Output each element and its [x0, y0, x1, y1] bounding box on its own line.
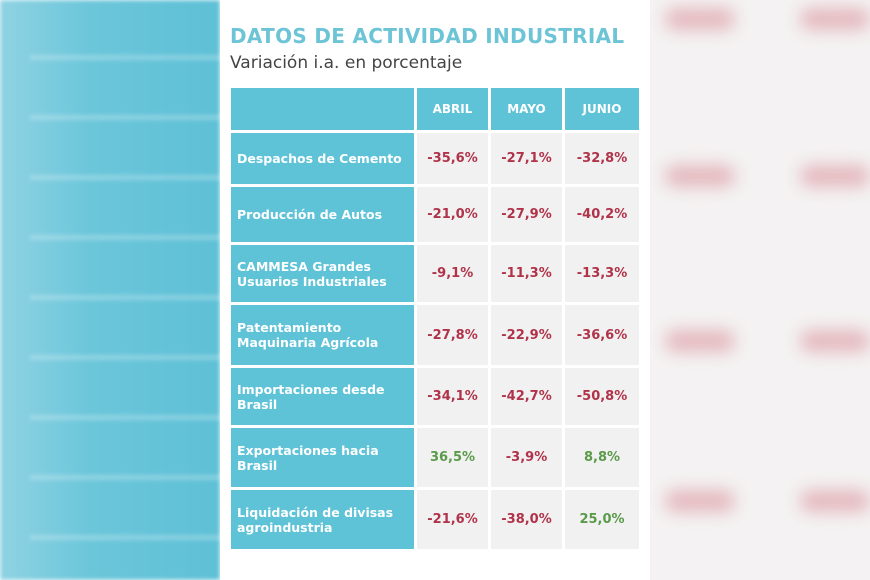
value-cell: 25,0% [565, 490, 639, 549]
column-header: MAYO [491, 88, 562, 130]
value-cell: -36,6% [565, 305, 639, 365]
page-subtitle: Variación i.a. en porcentaje [230, 53, 463, 73]
table-row: Liquidación de divisas agroindustria -21,… [231, 490, 639, 549]
row-label: Producción de Autos [231, 187, 414, 242]
value-cell: -34,1% [417, 368, 488, 425]
column-header: ABRIL [417, 88, 488, 130]
column-header: JUNIO [565, 88, 639, 130]
value-cell: -27,8% [417, 305, 488, 365]
value-cell: -38,0% [491, 490, 562, 549]
row-label: Exportaciones hacia Brasil [231, 428, 414, 487]
header-empty-cell [231, 88, 414, 130]
table-row: Producción de Autos -21,0% -27,9% -40,2% [231, 187, 639, 242]
value-cell: -50,8% [565, 368, 639, 425]
value-cell: -40,2% [565, 187, 639, 242]
value-cell: -27,9% [491, 187, 562, 242]
value-cell: -13,3% [565, 245, 639, 302]
value-cell: -32,8% [565, 133, 639, 184]
value-cell: -22,9% [491, 305, 562, 365]
row-label: Patentamiento Maquinaria Agrícola [231, 305, 414, 365]
blurred-background-left [0, 0, 220, 580]
table-row: Importaciones desde Brasil -34,1% -42,7% -5… [231, 368, 639, 425]
table-row: Despachos de Cemento -35,6% -27,1% -32,8% [231, 133, 639, 184]
table-row: CAMMESA Grandes Usuarios Industriales -9,… [231, 245, 639, 302]
table-row: Exportaciones hacia Brasil 36,5% -3,9% 8,8% [231, 428, 639, 487]
value-cell: 36,5% [417, 428, 488, 487]
value-cell: -35,6% [417, 133, 488, 184]
value-cell: -21,6% [417, 490, 488, 549]
value-cell: -21,0% [417, 187, 488, 242]
row-label: CAMMESA Grandes Usuarios Industriales [231, 245, 414, 302]
table-header-row: ABRIL MAYO JUNIO [231, 88, 639, 130]
blurred-background-right [650, 0, 870, 580]
table-row: Patentamiento Maquinaria Agrícola -27,8% -… [231, 305, 639, 365]
value-cell: -9,1% [417, 245, 488, 302]
page-title: DATOS DE ACTIVIDAD INDUSTRIAL [230, 24, 625, 48]
row-label: Despachos de Cemento [231, 133, 414, 184]
value-cell: -11,3% [491, 245, 562, 302]
row-label: Importaciones desde Brasil [231, 368, 414, 425]
value-cell: 8,8% [565, 428, 639, 487]
value-cell: -3,9% [491, 428, 562, 487]
activity-table: ABRIL MAYO JUNIO Despachos de Cemento -35… [228, 85, 642, 552]
value-cell: -42,7% [491, 368, 562, 425]
value-cell: -27,1% [491, 133, 562, 184]
row-label: Liquidación de divisas agroindustria [231, 490, 414, 549]
